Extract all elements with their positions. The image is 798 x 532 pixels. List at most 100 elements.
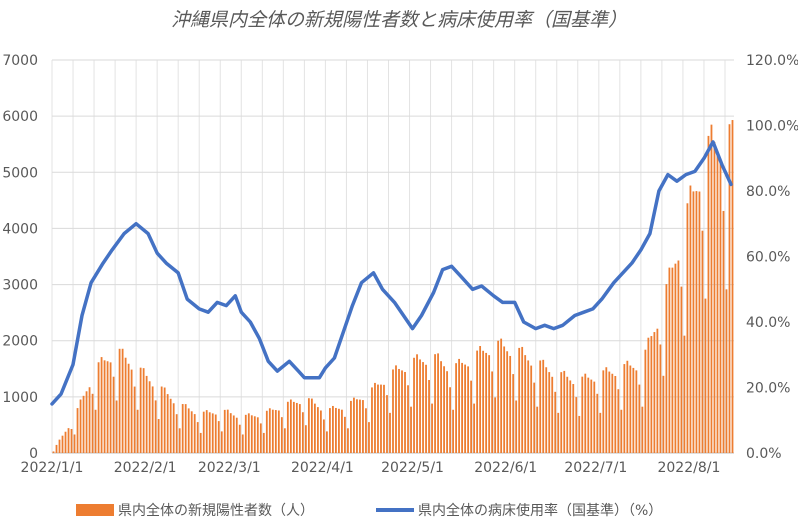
bar	[307, 398, 310, 453]
right-tick-label: 60.0%	[746, 250, 790, 266]
bar	[701, 230, 704, 453]
bar	[58, 439, 61, 453]
bar	[728, 124, 731, 454]
bar	[277, 410, 280, 453]
bar	[440, 361, 442, 453]
bar	[638, 384, 641, 453]
bar	[61, 435, 64, 453]
bar	[518, 347, 521, 453]
bar	[416, 354, 418, 453]
bar	[407, 385, 409, 453]
bar	[356, 399, 358, 453]
bar	[238, 424, 241, 453]
bar	[253, 416, 256, 453]
bar	[214, 414, 217, 453]
bar	[677, 260, 680, 453]
bar	[689, 185, 692, 453]
bar	[722, 210, 725, 453]
bar	[434, 354, 436, 453]
bar	[103, 360, 106, 453]
bar	[527, 360, 530, 453]
bar	[674, 263, 677, 453]
bar	[461, 362, 464, 453]
bar	[365, 408, 367, 453]
bar	[614, 376, 617, 453]
bar	[632, 367, 635, 453]
bar	[437, 353, 439, 453]
bar	[229, 413, 232, 453]
bar	[292, 401, 295, 453]
bar	[596, 393, 599, 453]
bar	[163, 387, 166, 453]
bar	[626, 360, 629, 453]
bar	[572, 384, 575, 453]
bar	[332, 405, 334, 453]
bar	[554, 391, 557, 453]
bar	[704, 298, 707, 453]
bar	[725, 289, 728, 453]
x-tick-label: 2022/6/1	[474, 460, 537, 476]
bar	[545, 367, 548, 453]
bar	[557, 412, 560, 453]
bar	[566, 376, 569, 453]
bar	[404, 371, 406, 453]
bar	[112, 376, 115, 453]
bar	[304, 425, 307, 453]
bar	[653, 332, 656, 453]
bar	[401, 370, 403, 453]
bar	[608, 371, 611, 453]
bar	[338, 408, 340, 453]
bar	[464, 364, 467, 453]
bar	[602, 370, 605, 453]
bar	[731, 120, 734, 454]
bar	[455, 363, 457, 453]
legend-bar-swatch	[76, 504, 114, 516]
left-tick-label: 6000	[2, 109, 38, 125]
x-tick-label: 2022/1/1	[21, 460, 84, 476]
bar	[175, 414, 178, 453]
right-axis-ticks: 0.0% 20.0% 40.0% 60.0% 80.0% 100.0% 120.0%	[746, 53, 798, 462]
bar	[82, 395, 85, 453]
bar	[569, 380, 572, 453]
bar	[106, 361, 109, 453]
bar	[560, 372, 563, 453]
bar	[605, 367, 608, 453]
bar	[563, 370, 566, 453]
bar	[341, 409, 343, 453]
bar	[335, 407, 337, 453]
bar	[656, 328, 659, 453]
bar	[386, 395, 388, 453]
bar	[322, 419, 325, 453]
bar	[542, 359, 545, 453]
bar	[590, 379, 593, 453]
bar	[187, 408, 190, 453]
bar	[443, 366, 445, 453]
bar	[362, 400, 364, 453]
bar	[67, 428, 70, 453]
bar	[683, 335, 686, 453]
bar	[575, 397, 578, 453]
left-tick-label: 5000	[2, 165, 38, 181]
bar	[55, 444, 58, 453]
bar	[223, 409, 226, 453]
bar	[70, 428, 73, 453]
bar	[473, 403, 476, 453]
bar	[551, 376, 554, 453]
bar	[419, 359, 421, 453]
bar	[512, 374, 515, 453]
x-tick-label: 2022/7/1	[564, 460, 627, 476]
bar	[316, 407, 319, 453]
bar	[671, 267, 674, 453]
bar	[446, 371, 448, 453]
bar	[148, 381, 151, 453]
bar	[85, 391, 88, 453]
bar	[497, 340, 500, 453]
bar	[422, 362, 424, 453]
bar	[509, 355, 512, 453]
bar	[274, 410, 277, 453]
bar	[160, 386, 163, 453]
right-tick-label: 100.0%	[746, 119, 798, 135]
bar	[181, 404, 184, 453]
bar	[145, 375, 148, 453]
bar	[641, 406, 644, 453]
